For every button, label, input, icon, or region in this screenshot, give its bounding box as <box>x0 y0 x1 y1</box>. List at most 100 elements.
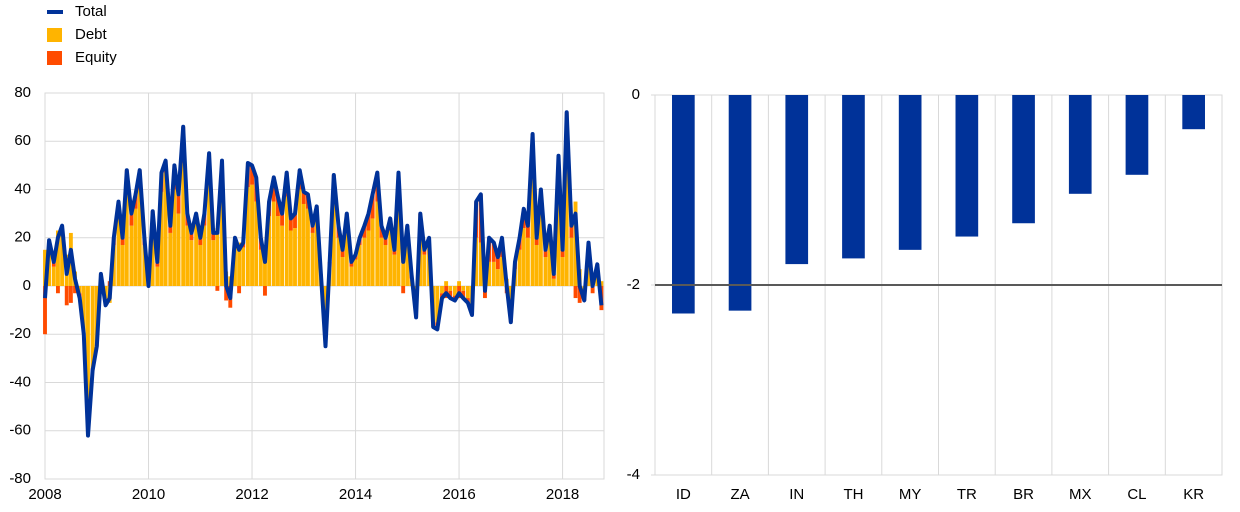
bar <box>349 261 354 267</box>
bar <box>198 244 203 286</box>
bar <box>955 95 979 237</box>
x-tick-label: 2010 <box>132 486 165 503</box>
bar <box>543 257 548 286</box>
bar <box>120 244 125 286</box>
bar <box>301 203 306 286</box>
x-tick-label: TR <box>957 486 977 503</box>
y-tick-label: 20 <box>14 229 31 246</box>
bar <box>280 225 284 286</box>
bar <box>1068 95 1092 194</box>
bar <box>90 286 95 369</box>
bar <box>133 208 138 286</box>
x-tick-label: ID <box>676 486 691 503</box>
bar <box>168 225 173 233</box>
bar <box>517 249 522 286</box>
bar <box>366 213 371 231</box>
legend-label: Debt <box>75 26 108 43</box>
bar <box>1182 95 1205 130</box>
bar <box>392 249 397 255</box>
bar <box>172 189 177 286</box>
bar <box>543 249 548 258</box>
bar <box>1012 95 1035 224</box>
bar <box>198 237 203 245</box>
x-tick-label: TH <box>843 486 863 503</box>
bar <box>142 244 147 286</box>
legend-swatch <box>47 51 62 65</box>
bar <box>440 286 444 294</box>
y-tick-label: -20 <box>9 325 31 342</box>
bar <box>362 225 367 238</box>
bar <box>392 254 397 286</box>
y-tick-label: -40 <box>9 373 31 390</box>
bar <box>495 269 500 286</box>
legend-label: Total <box>75 3 107 20</box>
bar <box>448 286 453 291</box>
bar <box>137 189 142 286</box>
bar <box>551 273 556 279</box>
bar <box>362 237 367 286</box>
bar <box>68 286 73 303</box>
bar <box>194 223 199 286</box>
bar <box>556 184 561 286</box>
bar <box>211 232 216 241</box>
bar <box>81 286 86 335</box>
y-tick-label: 0 <box>632 86 640 103</box>
bar <box>457 281 462 286</box>
x-tick-label: 2016 <box>442 486 475 503</box>
bar <box>237 242 242 286</box>
bar <box>43 286 47 335</box>
bar <box>379 237 384 286</box>
bar <box>599 281 604 286</box>
y-tick-label: -80 <box>9 470 31 487</box>
bar <box>297 189 302 286</box>
bar <box>124 189 129 286</box>
bar <box>525 225 530 238</box>
bar <box>569 225 574 238</box>
bar <box>396 196 401 286</box>
bar <box>538 208 543 286</box>
bar <box>245 187 250 286</box>
bar <box>215 286 220 291</box>
bar <box>448 290 453 299</box>
bar <box>435 286 440 323</box>
bar <box>220 179 224 286</box>
bar <box>116 213 121 286</box>
bar <box>314 220 319 286</box>
bar <box>211 240 216 286</box>
bar <box>176 194 181 214</box>
bar <box>55 286 60 294</box>
bar <box>525 237 530 286</box>
bar <box>728 95 752 311</box>
y-tick-label: 40 <box>14 180 31 197</box>
bar <box>250 165 254 185</box>
bar <box>547 237 552 286</box>
bar <box>388 230 393 286</box>
bar <box>1125 95 1149 175</box>
x-tick-label: MX <box>1069 486 1092 503</box>
bar <box>344 228 349 286</box>
bar <box>310 225 315 233</box>
bar <box>155 261 160 267</box>
bar <box>569 237 574 286</box>
bar <box>370 218 375 286</box>
bar <box>521 228 526 286</box>
bar <box>293 228 297 286</box>
bar <box>150 223 155 286</box>
bar <box>284 196 289 286</box>
bar <box>258 249 263 286</box>
bar <box>185 225 190 286</box>
bar <box>401 286 406 294</box>
x-tick-label: BR <box>1013 486 1034 503</box>
bar <box>785 95 809 265</box>
bar <box>43 249 47 286</box>
bar <box>168 232 173 286</box>
bar <box>534 237 539 245</box>
bar <box>383 237 388 245</box>
bar <box>215 228 220 286</box>
bar <box>491 242 496 262</box>
bar <box>288 218 293 231</box>
bar <box>383 244 388 286</box>
line <box>43 110 604 438</box>
bar <box>159 191 164 286</box>
